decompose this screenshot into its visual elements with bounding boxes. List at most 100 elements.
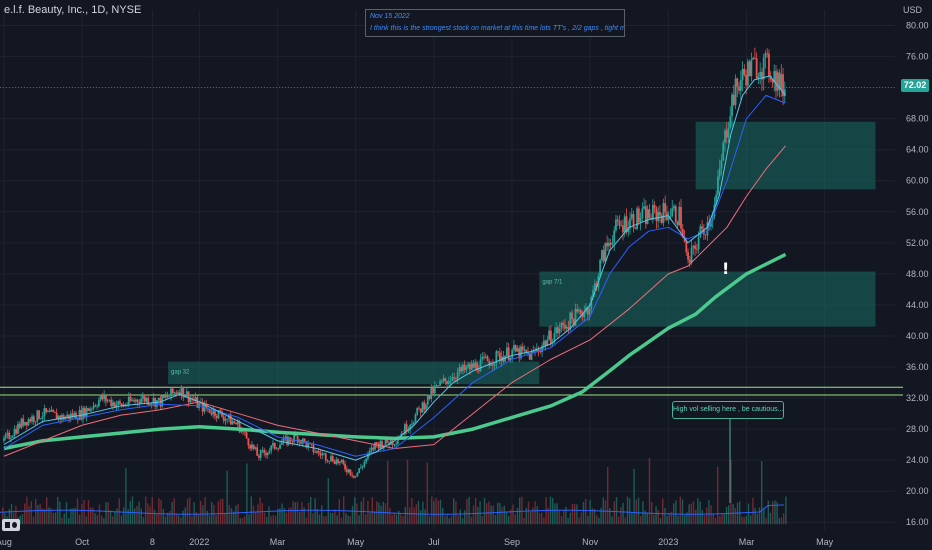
candle-body [15,429,18,434]
volume-bar [569,512,571,525]
volume-bar [30,501,32,525]
candle-body [314,452,317,453]
volume-bar [277,509,279,525]
annotation-note[interactable]: Nov 15 2022 I think this is the stronges… [365,9,625,37]
volume-bar [659,517,662,525]
y-tick-label: 60.00 [906,176,929,186]
candle-body [184,396,186,398]
candle-body [542,340,545,346]
volume-bar [83,499,85,525]
candle-body [226,418,229,420]
candle-body [600,250,603,261]
volume-bar [384,503,387,525]
volume-bar [593,508,596,525]
symbol-title[interactable]: e.l.f. Beauty, Inc., 1D, NYSE [4,4,142,16]
volume-bar [96,515,98,525]
note-text: I think this is the strongest stock on m… [370,25,625,32]
candle-body [3,438,5,441]
candle-body [467,364,470,368]
volume-bar [763,507,765,525]
candle-body [720,160,723,169]
volume-bar [270,516,272,525]
volume-bar [98,504,101,525]
volume-bar [241,518,244,525]
candle-body [208,408,211,413]
volume-bar [336,515,338,525]
candle-body [163,395,165,398]
candle-body [680,206,682,229]
volume-bar [534,501,536,525]
volume-bar [215,515,217,525]
candle-body [29,419,32,422]
volume-bar [369,512,371,525]
candle-body [89,408,91,411]
volume-bar [754,507,756,525]
volume-bar [472,505,475,525]
volume-bar [710,505,712,525]
candle-body [611,243,614,245]
volume-bar [228,504,230,525]
y-tick-label: 64.00 [906,145,929,155]
volume-warning-note[interactable]: High vol selling here , be cautious... [672,401,784,419]
volume-bar [151,497,153,525]
candle-body [282,437,285,443]
candle-body [780,74,783,90]
candle-body [39,418,42,420]
volume-bar [21,514,24,525]
candle-body [69,413,72,419]
volume-bar [525,507,527,525]
candle-body [11,436,14,438]
y-tick-label: 28.00 [906,424,929,434]
candle-body [477,370,480,372]
candle-body [593,283,596,291]
candle-body [331,456,334,462]
candle-body [639,218,642,223]
volume-bar [431,496,433,525]
volume-bar [510,509,512,525]
volume-bar [230,508,233,525]
volume-bar [182,510,184,525]
volume-average-line [0,504,785,515]
candle-body [80,409,83,420]
candle-body [444,378,447,382]
volume-bar [439,499,442,525]
candle-body [748,61,751,77]
candle-body [256,447,259,456]
candle-body [175,392,178,394]
volume-bar [200,500,202,525]
candle-body [669,216,672,217]
candle-body [405,424,408,432]
volume-bar [356,503,358,525]
y-tick-label: 20.00 [906,486,929,496]
candle-body [73,412,76,418]
volume-bar [620,507,622,525]
candle-body [291,441,294,443]
volume-bar [145,496,147,525]
volume-bar [52,513,54,525]
volume-bar [695,509,697,525]
tradingview-logo-icon[interactable] [2,519,20,531]
x-tick-label: May [347,537,365,547]
volume-bar [512,504,514,525]
candle-body [78,409,81,420]
candle-body [127,396,130,405]
volume-bar [360,501,362,525]
candle-body [416,407,419,415]
candle-body [324,453,327,461]
volume-bar [195,512,197,525]
candle-body [486,356,489,362]
candle-body [692,245,695,248]
candle-body [514,345,517,352]
candle-body [185,391,188,397]
candle-body [250,444,253,449]
candle-body [629,218,631,229]
candle-body [613,230,616,244]
volume-bar [466,499,468,525]
candle-body [469,364,471,370]
volume-bar [668,512,670,525]
volume-bar [294,502,296,525]
candle-body [13,429,16,437]
candle-body [664,203,667,213]
candle-body [602,250,605,262]
